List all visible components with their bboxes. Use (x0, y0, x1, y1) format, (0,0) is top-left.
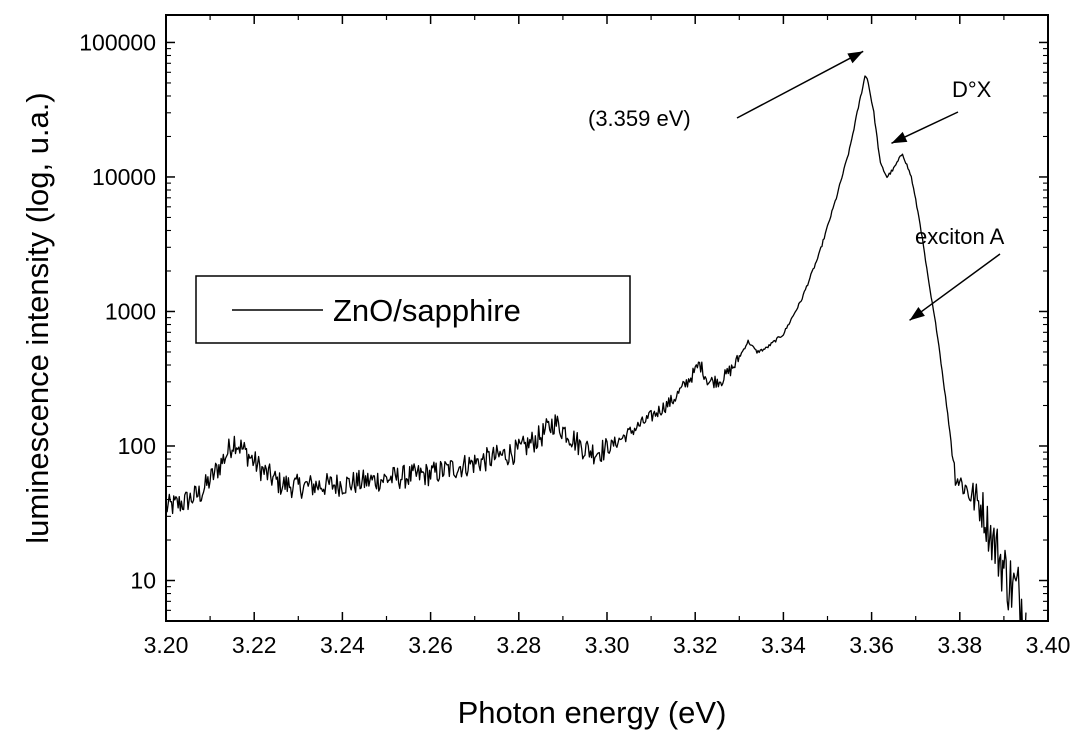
series-layer (166, 75, 1027, 621)
x-tick-label: 3.26 (408, 632, 453, 658)
annotation-label: exciton A (915, 224, 1005, 249)
annotations: (3.359 eV) D°X exciton A (588, 50, 1005, 321)
annotation-label: (3.359 eV) (588, 106, 691, 131)
x-tick-label: 3.32 (673, 632, 718, 658)
legend: ZnO/sapphire (195, 275, 631, 344)
x-tick-label: 3.28 (496, 632, 541, 658)
annotation-label: D°X (952, 77, 992, 102)
y-tick-label: 1000 (105, 298, 156, 324)
x-tick-label: 3.24 (320, 632, 365, 658)
annotation-arrowhead (891, 131, 908, 144)
y-axis-title: luminescence intensity (log, u.a.) (20, 92, 55, 543)
y-tick-label: 10 (130, 568, 156, 594)
legend-label: ZnO/sapphire (333, 293, 521, 328)
x-axis-title: Photon energy (eV) (458, 695, 727, 730)
y-tick-label: 100000 (79, 29, 156, 55)
annotation-arrow (909, 253, 1001, 321)
annotation-arrow (736, 50, 864, 119)
annotation-arrowhead (909, 307, 925, 321)
x-tick-label: 3.22 (232, 632, 277, 658)
legend-box (195, 275, 631, 344)
x-tick-label: 3.38 (937, 632, 982, 658)
annotation-arrowhead (847, 51, 864, 64)
y-tick-label: 100 (118, 433, 156, 459)
axis-ticks: 3.20 3.22 3.24 3.26 3.28 3.30 3.32 3.34 3.36 3.38… (79, 15, 1070, 658)
y-tick-label: 10000 (92, 164, 156, 190)
x-tick-label: 3.30 (585, 632, 630, 658)
x-tick-label: 3.20 (144, 632, 189, 658)
series-line (166, 75, 1027, 621)
x-tick-label: 3.40 (1026, 632, 1071, 658)
x-tick-label: 3.34 (761, 632, 806, 658)
x-tick-label: 3.36 (849, 632, 894, 658)
